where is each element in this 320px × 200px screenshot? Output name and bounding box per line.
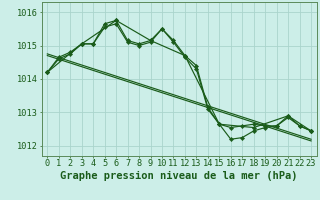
- X-axis label: Graphe pression niveau de la mer (hPa): Graphe pression niveau de la mer (hPa): [60, 171, 298, 181]
